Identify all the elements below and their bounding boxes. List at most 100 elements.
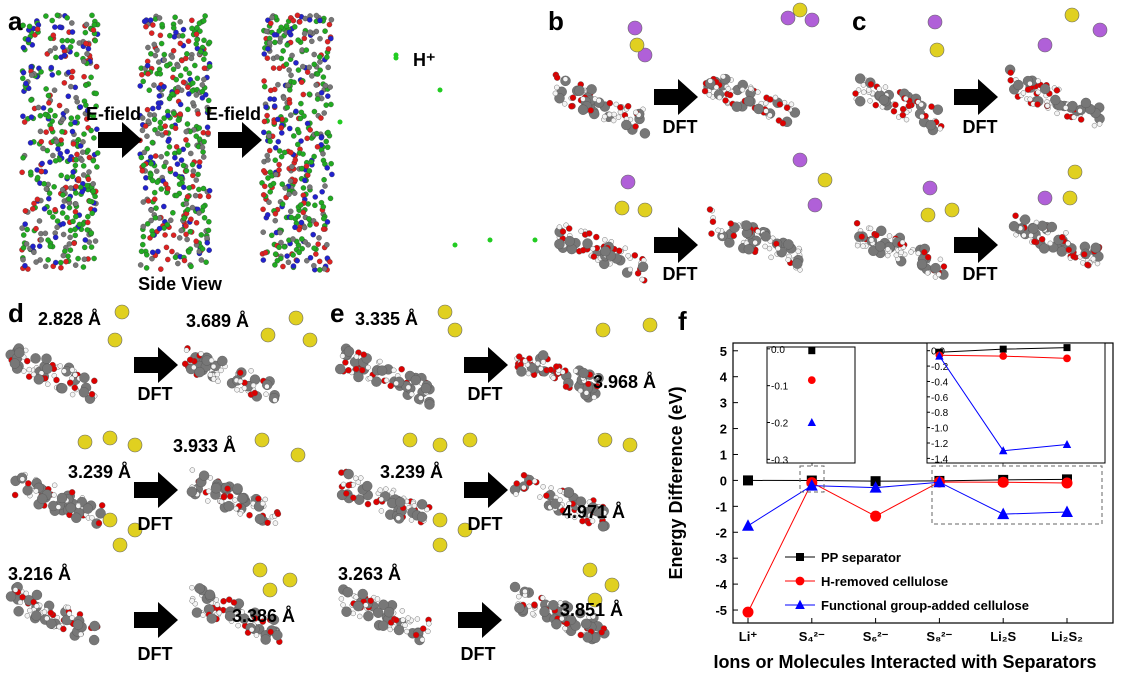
atom — [73, 263, 78, 268]
atom — [149, 208, 154, 213]
atom — [91, 158, 96, 163]
atom — [14, 606, 24, 616]
atom — [261, 130, 266, 135]
atom — [1013, 80, 1023, 90]
atom — [70, 129, 75, 134]
atom — [339, 596, 344, 601]
atom — [44, 130, 49, 135]
atom — [293, 109, 298, 114]
atom — [313, 251, 318, 256]
atom — [76, 503, 81, 508]
ion-atom — [448, 323, 462, 337]
atom — [176, 148, 181, 153]
atom — [763, 101, 768, 106]
atom — [65, 38, 70, 43]
atom — [87, 199, 92, 204]
atom — [22, 119, 27, 124]
atom — [69, 116, 74, 121]
atom — [81, 131, 86, 136]
dft-label: DFT — [461, 644, 496, 664]
atom — [238, 511, 243, 516]
atom — [1036, 90, 1041, 95]
atom — [726, 86, 731, 91]
atom — [164, 151, 169, 156]
atom — [633, 110, 638, 115]
atom — [280, 264, 285, 269]
atom — [91, 181, 96, 186]
atom — [47, 160, 52, 165]
atom — [139, 155, 144, 160]
dft-label: DFT — [138, 644, 173, 664]
atom — [792, 259, 802, 269]
ion-atom — [78, 435, 92, 449]
atom — [187, 185, 192, 190]
atom — [66, 94, 71, 99]
atom — [309, 39, 314, 44]
y-axis-label: Energy Difference (eV) — [666, 386, 686, 579]
atom — [170, 210, 175, 215]
distance-label: 3.851 Å — [560, 600, 623, 620]
ion-atom — [263, 583, 277, 597]
atom — [54, 377, 60, 383]
process-arrow — [134, 602, 178, 638]
atom — [181, 80, 186, 85]
atom — [875, 241, 885, 251]
legend-label: Functional group-added cellulose — [821, 598, 1029, 613]
atom — [267, 148, 272, 153]
atom — [38, 69, 43, 74]
distance-label: 3.933 Å — [173, 436, 236, 456]
atom — [359, 367, 365, 373]
atom — [300, 151, 305, 156]
atom — [196, 187, 201, 192]
atom — [73, 201, 78, 206]
atom — [521, 472, 527, 478]
atom — [94, 64, 99, 69]
inset-y-tick-label: -0.6 — [931, 393, 949, 404]
atom — [264, 392, 269, 397]
atom — [154, 169, 159, 174]
atom — [54, 139, 59, 144]
atom — [161, 204, 166, 209]
atom — [184, 348, 189, 353]
atom — [206, 130, 211, 135]
atom — [13, 587, 18, 592]
atom — [276, 245, 281, 250]
atom — [299, 166, 304, 171]
atom — [273, 252, 278, 257]
atom — [80, 139, 85, 144]
atom — [52, 207, 57, 212]
ion-atom — [1063, 191, 1077, 205]
atom — [183, 66, 188, 71]
atom — [72, 227, 77, 232]
atom — [328, 196, 333, 201]
atom — [58, 265, 63, 270]
atom — [215, 602, 220, 607]
atom — [314, 131, 319, 136]
atom — [305, 70, 310, 75]
atom — [208, 372, 213, 377]
atom — [599, 629, 605, 635]
proton — [488, 238, 493, 243]
atom — [368, 376, 373, 381]
atom — [368, 598, 374, 604]
atom — [318, 115, 323, 120]
atom — [34, 374, 44, 384]
atom — [592, 395, 597, 400]
atom — [342, 607, 352, 617]
atom — [296, 214, 301, 219]
y-tick-label: 2 — [720, 422, 727, 437]
atom — [394, 625, 404, 635]
atom — [156, 105, 161, 110]
atom — [70, 69, 75, 74]
atom — [201, 154, 206, 159]
atom — [197, 125, 202, 130]
atom — [286, 192, 291, 197]
atom — [319, 90, 324, 95]
ion-atom — [433, 513, 447, 527]
atom — [728, 221, 734, 227]
atom — [190, 162, 195, 167]
x-tick-label: Li₂S — [990, 629, 1016, 644]
atom — [25, 480, 31, 486]
atom — [1013, 213, 1019, 219]
atom — [1059, 234, 1065, 240]
